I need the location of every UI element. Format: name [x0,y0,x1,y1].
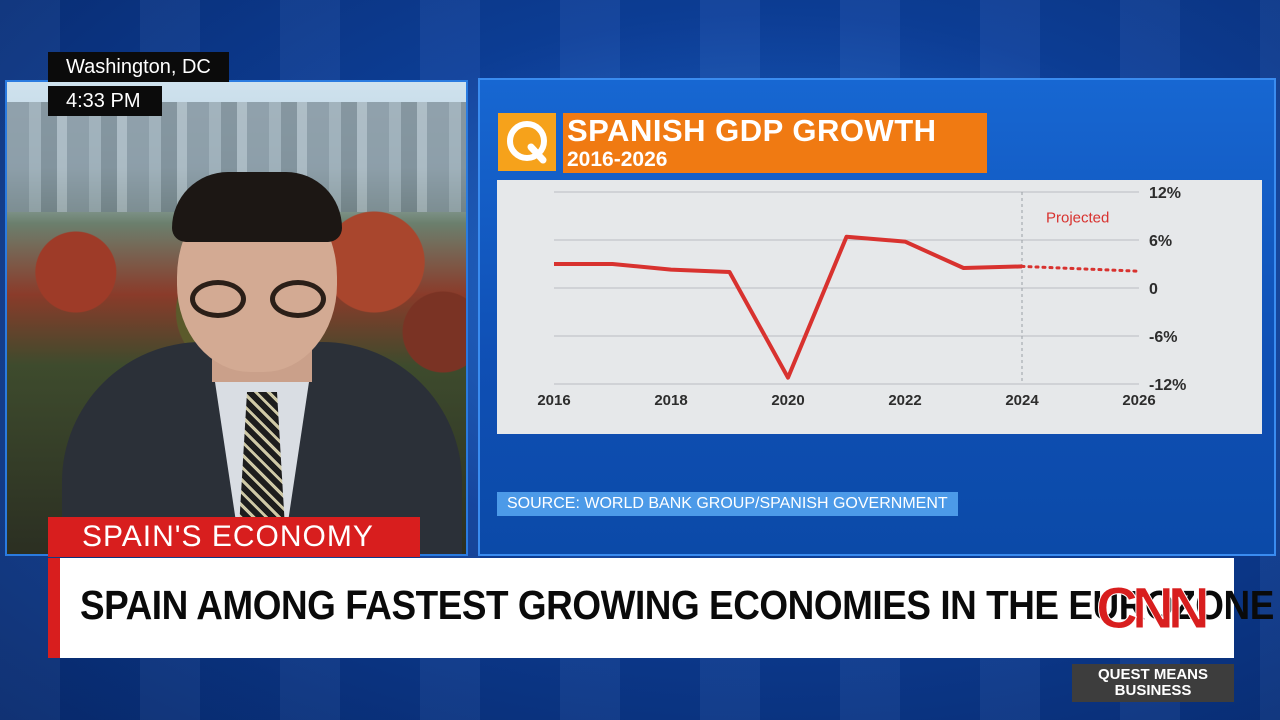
cnn-logo-text: CNN [1096,578,1206,640]
quest-q-logo [498,113,556,171]
chart-subtitle: 2016-2026 [567,148,668,171]
cnn-logo: CNN [1096,578,1212,640]
location-label: Washington, DC [48,52,229,82]
show-name-line-1: QUEST MEANS [1097,666,1208,683]
guest-speaker [62,172,462,554]
gdp-line-chart: 12% 6% 0 -6% -12% 2016 2018 2020 2022 2024 2026 Pro… [537,185,1186,409]
topic-tag: SPAIN'S ECONOMY [48,517,420,557]
x-tick-label: 2016 [537,392,570,409]
time-label: 4:33 PM [48,86,163,116]
x-tick-label: 2020 [771,392,804,409]
y-tick-label: 6% [1149,233,1172,250]
x-tick-label: 2022 [888,392,921,409]
show-name-line-2: BUSINESS [1114,682,1192,699]
y-tick-label: 12% [1149,185,1181,202]
y-tick-label: -6% [1149,329,1177,346]
y-tick-label: -12% [1149,377,1186,394]
chart-title-bar [563,113,987,173]
headline-text: SPAIN AMONG FASTEST GROWING ECONOMIES IN… [80,582,1274,628]
source-note: SOURCE: WORLD BANK GROUP/SPANISH GOVERNM… [497,492,958,516]
plot-background [497,180,1262,434]
show-name-tag: QUEST MEANS BUSINESS [1072,664,1234,702]
x-tick-label: 2018 [654,392,687,409]
video-feed [5,80,468,556]
x-tick-label: 2024 [1005,392,1039,409]
projected-annotation: Projected [1046,209,1109,226]
chart-title: SPANISH GDP GROWTH [567,113,937,148]
y-tick-label: 0 [1149,281,1158,298]
x-tick-label: 2026 [1122,392,1155,409]
headline-bar [48,558,1234,658]
gdp-series-actual [554,234,1023,380]
